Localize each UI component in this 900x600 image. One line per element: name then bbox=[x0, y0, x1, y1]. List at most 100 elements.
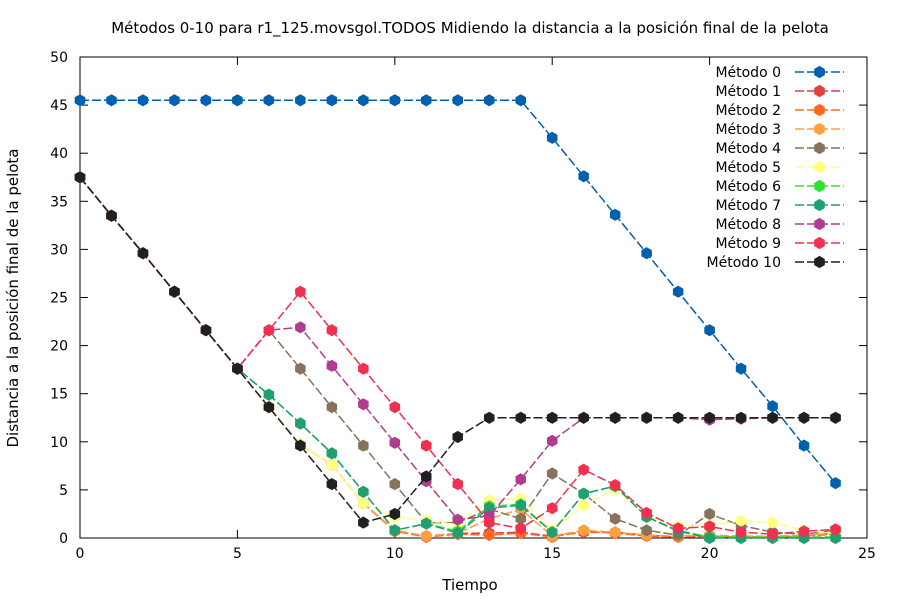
data-point bbox=[546, 526, 558, 539]
series-line bbox=[80, 99, 837, 484]
data-point bbox=[704, 411, 715, 424]
data-point bbox=[672, 411, 684, 424]
data-point bbox=[672, 285, 684, 298]
data-point bbox=[515, 499, 526, 512]
data-point bbox=[704, 531, 715, 545]
data-point bbox=[609, 411, 621, 424]
data-point bbox=[389, 94, 401, 107]
y-tick-label: 40 bbox=[50, 146, 68, 162]
legend-marker bbox=[814, 179, 825, 193]
data-point bbox=[546, 502, 558, 515]
data-point bbox=[421, 530, 432, 543]
data-point bbox=[263, 324, 275, 337]
data-point bbox=[421, 439, 432, 452]
data-point bbox=[767, 516, 778, 529]
data-point bbox=[421, 470, 432, 483]
data-point bbox=[546, 131, 558, 144]
data-point bbox=[735, 526, 747, 539]
series-0 bbox=[74, 94, 841, 490]
data-point bbox=[578, 499, 589, 512]
legend-label: Método 7 bbox=[715, 198, 781, 214]
data-point bbox=[169, 94, 180, 107]
data-point bbox=[704, 324, 715, 337]
x-tick-label: 20 bbox=[701, 546, 719, 562]
data-point bbox=[735, 362, 747, 375]
legend-label: Método 9 bbox=[715, 236, 781, 252]
x-tick-label: 0 bbox=[76, 546, 85, 562]
legend-marker bbox=[814, 141, 825, 155]
data-point bbox=[546, 411, 558, 424]
x-tick-label: 10 bbox=[386, 546, 404, 562]
data-point bbox=[452, 430, 463, 444]
data-point bbox=[326, 401, 338, 414]
data-point bbox=[74, 94, 86, 107]
x-axis-label: Tiempo bbox=[441, 576, 497, 594]
data-point bbox=[358, 398, 369, 411]
data-point bbox=[326, 359, 338, 372]
y-tick-label: 50 bbox=[50, 50, 68, 66]
legend-marker bbox=[814, 198, 825, 212]
data-point bbox=[421, 517, 432, 530]
legend-marker bbox=[814, 84, 825, 98]
data-point bbox=[609, 208, 621, 221]
data-point bbox=[74, 171, 86, 184]
data-point bbox=[389, 401, 401, 414]
data-point bbox=[578, 411, 589, 424]
data-point bbox=[515, 94, 526, 107]
data-point bbox=[484, 529, 495, 542]
data-point bbox=[295, 417, 306, 430]
legend-marker bbox=[814, 217, 825, 231]
legend-marker bbox=[814, 255, 825, 269]
y-tick-label: 20 bbox=[50, 339, 68, 355]
data-point bbox=[358, 439, 369, 452]
data-point bbox=[672, 522, 684, 535]
data-point bbox=[578, 170, 589, 183]
y-axis-label: Distancia a la posición final de la pelo… bbox=[4, 148, 22, 447]
data-point bbox=[106, 209, 117, 222]
x-tick-label: 15 bbox=[543, 546, 561, 562]
legend-label: Método 5 bbox=[715, 160, 781, 176]
data-point bbox=[546, 467, 558, 480]
data-point bbox=[578, 487, 589, 500]
data-point bbox=[326, 324, 338, 337]
y-tick-label: 30 bbox=[50, 242, 68, 258]
data-point bbox=[484, 516, 495, 529]
data-point bbox=[421, 94, 432, 107]
data-point bbox=[767, 400, 778, 413]
data-point bbox=[263, 94, 275, 107]
data-point bbox=[609, 479, 621, 492]
data-point bbox=[232, 362, 243, 375]
data-point bbox=[295, 285, 306, 298]
data-point bbox=[137, 247, 149, 260]
data-point bbox=[200, 94, 212, 107]
legend-label: Método 10 bbox=[707, 255, 781, 271]
data-point bbox=[326, 447, 338, 460]
data-point bbox=[767, 411, 778, 424]
data-point bbox=[169, 285, 180, 298]
series-layer bbox=[74, 94, 841, 545]
legend-label: Método 4 bbox=[715, 141, 781, 157]
legend-marker bbox=[814, 65, 825, 79]
x-tick-label: 5 bbox=[233, 546, 242, 562]
data-point bbox=[609, 512, 621, 525]
legend-marker bbox=[814, 236, 825, 250]
data-point bbox=[704, 507, 715, 521]
data-point bbox=[389, 524, 401, 537]
data-point bbox=[515, 473, 526, 486]
data-point bbox=[515, 522, 526, 535]
legend-marker bbox=[814, 160, 825, 174]
data-point bbox=[326, 458, 338, 471]
data-point bbox=[484, 411, 495, 424]
data-point bbox=[578, 524, 589, 537]
data-point bbox=[295, 362, 306, 375]
data-point bbox=[358, 516, 369, 529]
data-point bbox=[326, 94, 338, 107]
data-point bbox=[263, 401, 275, 414]
data-point bbox=[609, 526, 621, 539]
data-point bbox=[358, 94, 369, 107]
data-point bbox=[106, 94, 117, 107]
x-tick-label: 25 bbox=[858, 546, 876, 562]
data-point bbox=[358, 497, 369, 510]
data-point bbox=[452, 94, 463, 107]
data-point bbox=[641, 411, 652, 424]
